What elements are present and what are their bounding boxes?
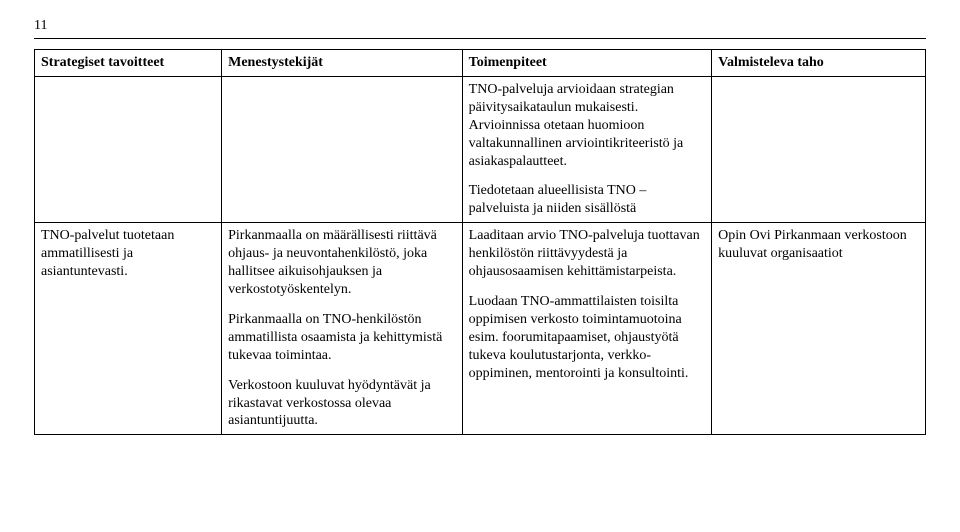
- cell-r1c1: [35, 76, 222, 222]
- cell-r2c3: Laaditaan arvio TNO-palveluja tuottavan …: [462, 223, 711, 435]
- cell-r2c1: TNO-palvelut tuotetaan ammatillisesti ja…: [35, 223, 222, 435]
- table-row: TNO-palvelut tuotetaan ammatillisesti ja…: [35, 223, 926, 435]
- table-header-row: Strategiset tavoitteet Menestystekijät T…: [35, 50, 926, 77]
- cell-r2c4: Opin Ovi Pirkanmaan verkostoon kuuluvat …: [712, 223, 926, 435]
- header-valmisteleva: Valmisteleva taho: [712, 50, 926, 77]
- paragraph: Pirkanmaalla on TNO-henkilöstön ammatill…: [228, 311, 456, 365]
- cell-r1c2: [222, 76, 463, 222]
- horizontal-rule: [34, 38, 926, 39]
- page-number: 11: [34, 18, 926, 34]
- header-strategiset: Strategiset tavoitteet: [35, 50, 222, 77]
- document-page: 11 Strategiset tavoitteet Menestystekijä…: [0, 0, 960, 435]
- paragraph: TNO-palveluja arvioidaan strategian päiv…: [469, 81, 705, 171]
- header-menestystekijat: Menestystekijät: [222, 50, 463, 77]
- paragraph: Pirkanmaalla on määrällisesti riittävä o…: [228, 227, 456, 299]
- paragraph: Tiedotetaan alueellisista TNO – palvelui…: [469, 182, 705, 218]
- paragraph: Verkostoon kuuluvat hyödyntävät ja rikas…: [228, 377, 456, 431]
- header-toimenpiteet: Toimenpiteet: [462, 50, 711, 77]
- paragraph: Laaditaan arvio TNO-palveluja tuottavan …: [469, 227, 705, 281]
- table-row: TNO-palveluja arvioidaan strategian päiv…: [35, 76, 926, 222]
- paragraph: Luodaan TNO-ammattilaisten toisilta oppi…: [469, 293, 705, 383]
- cell-r1c3: TNO-palveluja arvioidaan strategian päiv…: [462, 76, 711, 222]
- cell-r2c2: Pirkanmaalla on määrällisesti riittävä o…: [222, 223, 463, 435]
- cell-r1c4: [712, 76, 926, 222]
- strategy-table: Strategiset tavoitteet Menestystekijät T…: [34, 49, 926, 435]
